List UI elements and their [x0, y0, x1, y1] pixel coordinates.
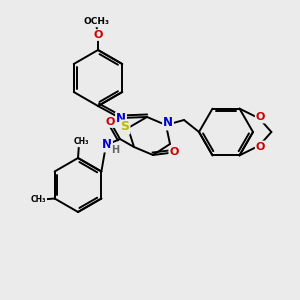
Text: H: H	[111, 145, 119, 155]
Text: S: S	[121, 121, 130, 134]
Text: O: O	[105, 117, 115, 127]
Text: O: O	[169, 147, 179, 157]
Text: N: N	[116, 112, 126, 125]
Text: O: O	[93, 30, 103, 40]
Text: OCH₃: OCH₃	[83, 17, 109, 26]
Text: O: O	[256, 112, 265, 122]
Text: O: O	[256, 142, 265, 152]
Text: CH₃: CH₃	[73, 137, 89, 146]
Text: N: N	[163, 116, 173, 130]
Text: CH₃: CH₃	[31, 195, 46, 204]
Text: N: N	[102, 139, 112, 152]
